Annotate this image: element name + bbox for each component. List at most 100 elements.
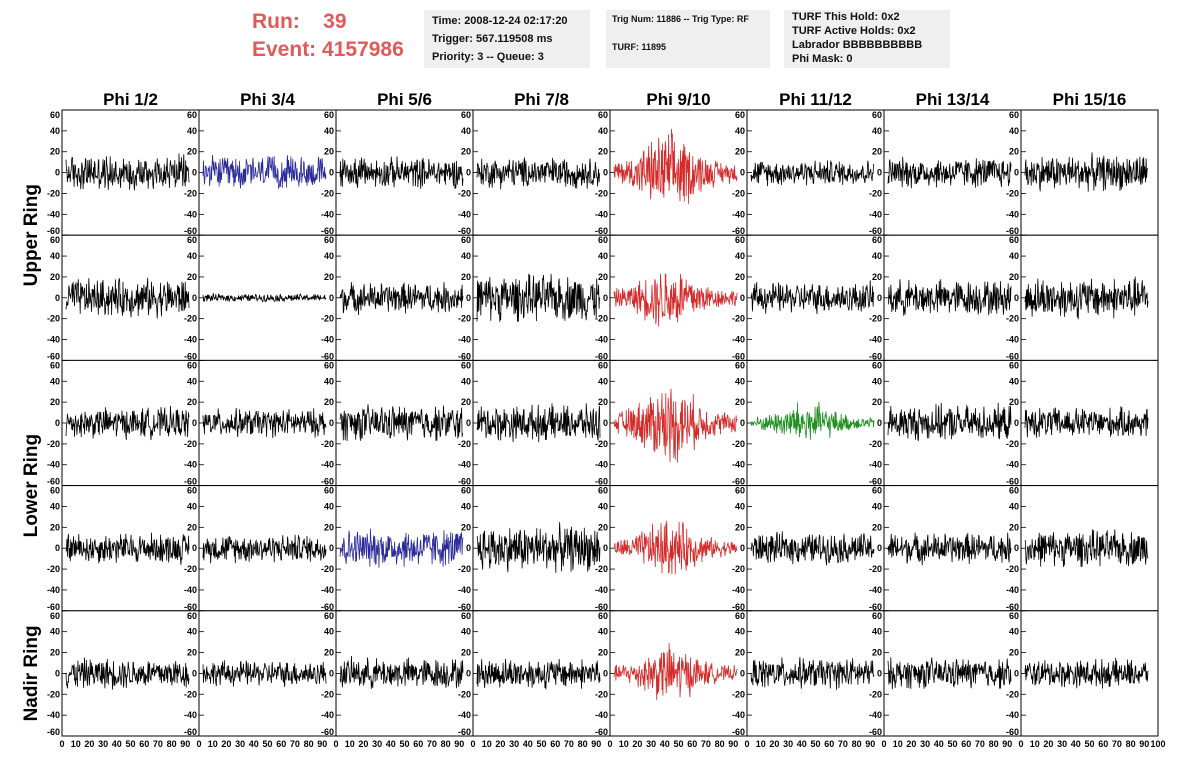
waveform-trace [339,528,464,568]
waveform-trace [202,534,327,564]
x-tick-label: 20 [84,739,94,749]
x-tick-label: 70 [153,739,163,749]
y-tick-label: 20 [50,147,60,157]
y-tick-label: 20 [1009,648,1019,658]
waveform-trace [65,532,190,565]
y-tick-label: 40 [598,126,608,136]
x-tick-label: 50 [262,739,272,749]
y-tick-label: 60 [1009,235,1019,245]
y-tick-label: -60 [47,226,60,236]
y-tick-label: 60 [324,235,334,245]
y-tick-label: 60 [872,235,882,245]
column-title: Phi 7/8 [514,90,569,109]
x-tick-label: 100 [1150,739,1165,749]
x-tick-label: 20 [632,739,642,749]
y-tick-label: 0 [877,418,882,428]
column-title: Phi 11/12 [779,90,852,109]
x-tick-label: 70 [427,739,437,749]
waveform-trace [65,405,190,441]
y-tick-label: 0 [466,668,471,678]
x-tick-label: 20 [906,739,916,749]
waveform-trace [1024,529,1149,568]
y-tick-label: -20 [321,188,334,198]
y-tick-label: 40 [872,126,882,136]
x-tick-label: 30 [920,739,930,749]
column-title: Phi 5/6 [377,90,432,109]
y-tick-label: -20 [1006,314,1019,324]
y-tick-label: 20 [1009,522,1019,532]
y-tick-label: 0 [466,543,471,553]
x-tick-label: 90 [1002,739,1012,749]
column-title: Phi 9/10 [646,90,710,109]
y-tick-label: -40 [732,585,745,595]
y-tick-label: 40 [1009,251,1019,261]
x-tick-label: 10 [345,739,355,749]
y-tick-label: -20 [458,689,471,699]
y-tick-label: 20 [324,648,334,658]
y-tick-label: -20 [184,689,197,699]
y-tick-label: 40 [735,126,745,136]
y-tick-label: -20 [1006,564,1019,574]
trig-num-text: Trig Num: 11886 -- Trig Type: RF [612,14,749,24]
x-tick-label: 80 [304,739,314,749]
x-tick-label: 10 [482,739,492,749]
y-tick-label: -40 [321,710,334,720]
y-tick-label: -20 [47,689,60,699]
time-trigger-info: Time: 2008-12-24 02:17:20 Trigger: 567.1… [424,10,590,68]
y-tick-label: 0 [1014,293,1019,303]
waveform-trace [613,642,738,700]
x-tick-label: 10 [1030,739,1040,749]
waveform-trace [65,657,190,690]
x-tick-label: 50 [536,739,546,749]
y-tick-label: 60 [872,486,882,496]
y-tick-label: 0 [603,293,608,303]
x-tick-label: 0 [1018,739,1023,749]
y-tick-label: 40 [598,376,608,386]
x-tick-label: 50 [125,739,135,749]
x-tick-label: 60 [961,739,971,749]
y-tick-label: 0 [55,293,60,303]
y-tick-label: -60 [184,351,197,361]
y-tick-label: -60 [732,602,745,612]
turf-hold-text: TURF This Hold: 0x2 [792,11,900,23]
x-tick-label: 70 [975,739,985,749]
y-tick-label: -60 [47,477,60,487]
row-group-title: Upper Ring [21,184,42,286]
y-tick-label: 20 [50,648,60,658]
y-tick-label: 0 [877,668,882,678]
y-tick-label: 40 [735,376,745,386]
waveform-trace [202,407,327,439]
x-tick-label: 70 [701,739,711,749]
y-tick-label: -40 [1006,335,1019,345]
y-tick-label: 20 [1009,397,1019,407]
y-tick-label: 60 [598,235,608,245]
waveform-trace [887,402,1012,441]
y-tick-label: -40 [732,710,745,720]
y-tick-label: -40 [1006,585,1019,595]
y-tick-label: -40 [184,585,197,595]
y-tick-label: 60 [872,110,882,120]
y-tick-label: 20 [598,397,608,407]
y-tick-label: 0 [603,543,608,553]
y-tick-label: -20 [869,188,882,198]
y-tick-label: 40 [324,501,334,511]
y-tick-label: 60 [324,486,334,496]
waveform-trace [750,401,875,440]
waveform-trace [613,388,738,463]
y-tick-label: 40 [872,376,882,386]
y-tick-label: 60 [461,110,471,120]
x-tick-label: 60 [139,739,149,749]
x-tick-label: 40 [249,739,259,749]
y-tick-label: 20 [872,272,882,282]
waveform-trace [750,160,875,187]
y-tick-label: 0 [1014,418,1019,428]
y-tick-label: 60 [1009,486,1019,496]
x-tick-label: 60 [687,739,697,749]
y-tick-label: -20 [184,188,197,198]
y-tick-label: 60 [187,235,197,245]
waveform-trace [613,273,738,327]
y-tick-label: -40 [184,209,197,219]
y-tick-label: 0 [192,418,197,428]
waveform-trace [202,292,327,303]
x-tick-label: 50 [399,739,409,749]
